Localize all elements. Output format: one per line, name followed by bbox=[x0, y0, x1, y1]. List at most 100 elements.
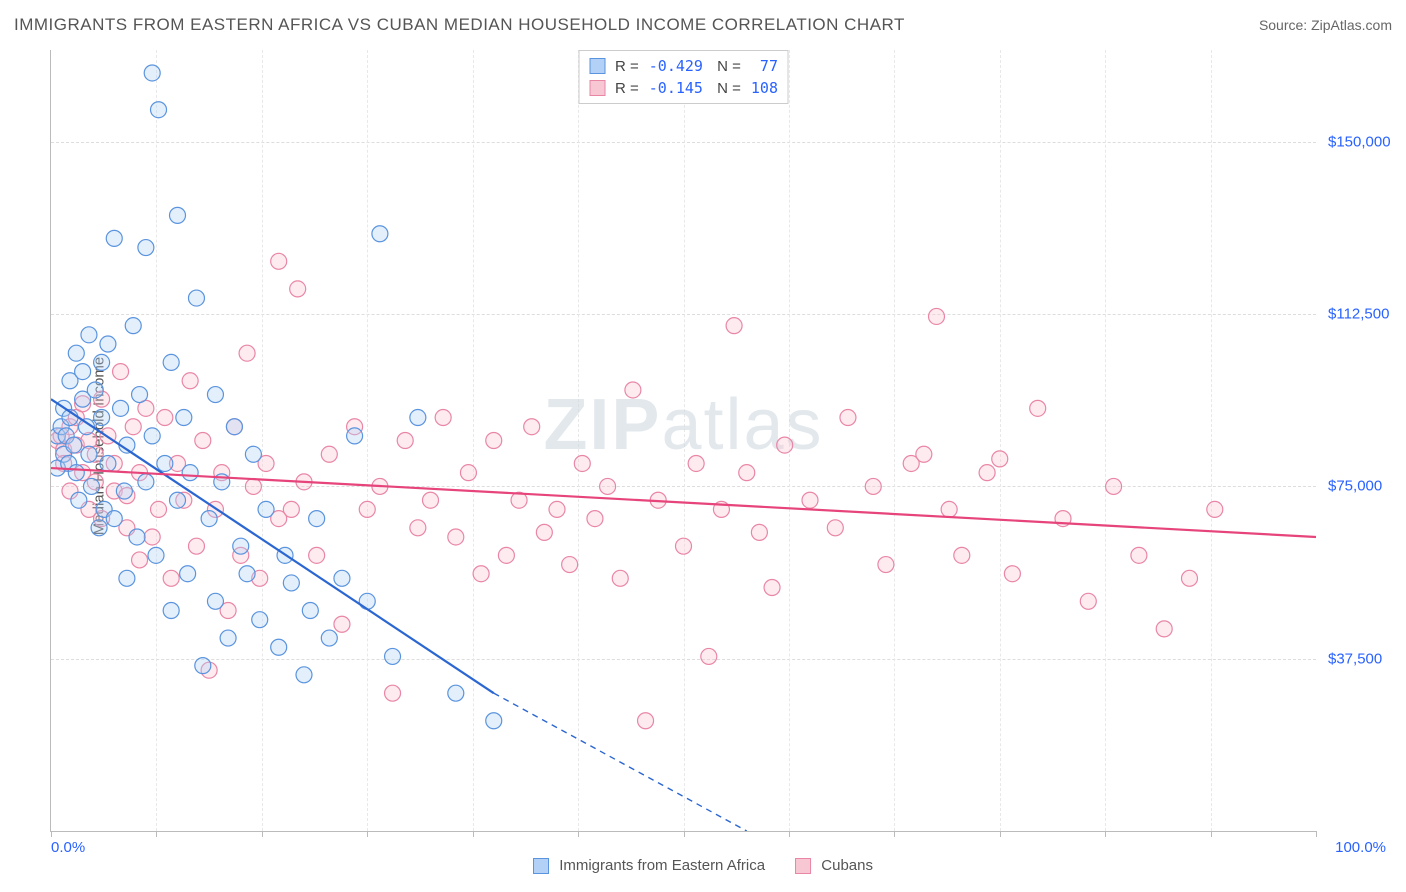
data-point bbox=[385, 685, 401, 701]
y-tick-label: $112,500 bbox=[1328, 306, 1389, 323]
stats-row-series2: R = -0.145 N = 108 bbox=[589, 77, 778, 99]
data-point bbox=[226, 419, 242, 435]
data-point bbox=[309, 511, 325, 527]
data-point bbox=[68, 345, 84, 361]
data-point bbox=[302, 602, 318, 618]
data-point bbox=[207, 593, 223, 609]
data-point bbox=[372, 226, 388, 242]
data-point bbox=[334, 570, 350, 586]
data-point bbox=[385, 648, 401, 664]
data-point bbox=[144, 65, 160, 81]
data-point bbox=[106, 511, 122, 527]
data-point bbox=[176, 410, 192, 426]
data-point bbox=[125, 419, 141, 435]
x-axis-max-label: 100.0% bbox=[1335, 839, 1386, 856]
data-point bbox=[81, 446, 97, 462]
data-point bbox=[132, 552, 148, 568]
data-point bbox=[802, 492, 818, 508]
data-point bbox=[410, 410, 426, 426]
data-point bbox=[144, 428, 160, 444]
trend-line-extrapolated bbox=[494, 693, 747, 831]
data-point bbox=[448, 529, 464, 545]
data-point bbox=[283, 501, 299, 517]
data-point bbox=[764, 580, 780, 596]
legend-bottom: Immigrants from Eastern Africa Cubans bbox=[533, 857, 873, 874]
chart-svg bbox=[51, 50, 1316, 831]
data-point bbox=[271, 253, 287, 269]
data-point bbox=[625, 382, 641, 398]
data-point bbox=[201, 511, 217, 527]
stats-row-series1: R = -0.429 N = 77 bbox=[589, 55, 778, 77]
data-point bbox=[91, 520, 107, 536]
statistics-legend: R = -0.429 N = 77 R = -0.145 N = 108 bbox=[578, 50, 789, 104]
data-point bbox=[129, 529, 145, 545]
data-point bbox=[233, 538, 249, 554]
data-point bbox=[473, 566, 489, 582]
data-point bbox=[71, 492, 87, 508]
r-value-series1: -0.429 bbox=[649, 57, 703, 75]
data-point bbox=[1131, 547, 1147, 563]
swatch-series2 bbox=[589, 80, 605, 96]
data-point bbox=[979, 465, 995, 481]
data-point bbox=[116, 483, 132, 499]
data-point bbox=[460, 465, 476, 481]
data-point bbox=[94, 410, 110, 426]
data-point bbox=[138, 240, 154, 256]
data-point bbox=[359, 501, 375, 517]
data-point bbox=[777, 437, 793, 453]
data-point bbox=[1080, 593, 1096, 609]
data-point bbox=[151, 501, 167, 517]
data-point bbox=[94, 354, 110, 370]
legend-swatch-series2 bbox=[795, 858, 811, 874]
data-point bbox=[701, 648, 717, 664]
data-point bbox=[157, 455, 173, 471]
data-point bbox=[258, 501, 274, 517]
data-point bbox=[739, 465, 755, 481]
data-point bbox=[524, 419, 540, 435]
data-point bbox=[100, 336, 116, 352]
data-point bbox=[751, 524, 767, 540]
data-point bbox=[157, 410, 173, 426]
data-point bbox=[954, 547, 970, 563]
legend-item-series2: Cubans bbox=[795, 857, 873, 874]
y-tick-label: $75,000 bbox=[1328, 478, 1382, 495]
data-point bbox=[1030, 400, 1046, 416]
data-point bbox=[138, 474, 154, 490]
data-point bbox=[309, 547, 325, 563]
data-point bbox=[180, 566, 196, 582]
data-point bbox=[916, 446, 932, 462]
data-point bbox=[536, 524, 552, 540]
data-point bbox=[148, 547, 164, 563]
data-point bbox=[132, 387, 148, 403]
data-point bbox=[163, 570, 179, 586]
data-point bbox=[125, 318, 141, 334]
chart-title: IMMIGRANTS FROM EASTERN AFRICA VS CUBAN … bbox=[14, 15, 905, 35]
data-point bbox=[239, 566, 255, 582]
data-point bbox=[486, 433, 502, 449]
data-point bbox=[75, 364, 91, 380]
data-point bbox=[106, 230, 122, 246]
data-point bbox=[245, 478, 261, 494]
data-point bbox=[296, 667, 312, 683]
data-point bbox=[119, 570, 135, 586]
data-point bbox=[726, 318, 742, 334]
data-point bbox=[182, 465, 198, 481]
data-point bbox=[448, 685, 464, 701]
n-value-series1: 77 bbox=[751, 57, 778, 75]
data-point bbox=[435, 410, 451, 426]
data-point bbox=[486, 713, 502, 729]
chart-header: IMMIGRANTS FROM EASTERN AFRICA VS CUBAN … bbox=[0, 0, 1406, 40]
data-point bbox=[827, 520, 843, 536]
data-point bbox=[574, 455, 590, 471]
data-point bbox=[81, 327, 97, 343]
y-tick-label: $150,000 bbox=[1328, 133, 1391, 150]
data-point bbox=[100, 455, 116, 471]
data-point bbox=[113, 400, 129, 416]
data-point bbox=[359, 593, 375, 609]
data-point bbox=[676, 538, 692, 554]
plot-area: ZIPatlas R = -0.429 N = 77 R = -0.145 N … bbox=[50, 50, 1316, 832]
data-point bbox=[290, 281, 306, 297]
data-point bbox=[87, 382, 103, 398]
data-point bbox=[283, 575, 299, 591]
data-point bbox=[170, 207, 186, 223]
